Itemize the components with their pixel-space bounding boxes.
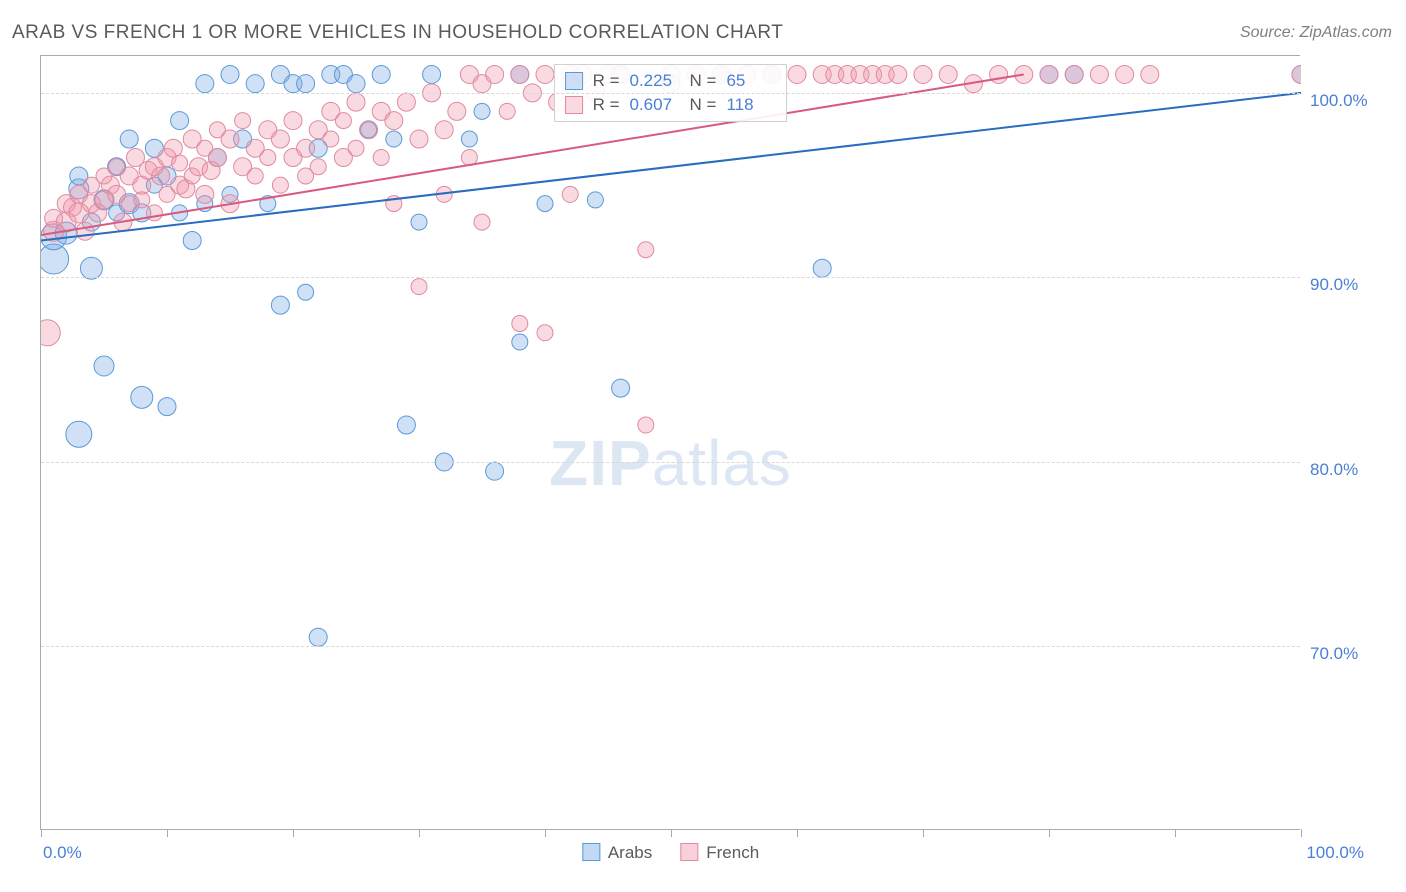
x-tick [41,829,42,837]
x-tick [293,829,294,837]
legend-item-french: French [680,843,759,863]
x-tick [545,829,546,837]
gridline [41,277,1300,278]
chart-svg [41,56,1301,831]
gridline [41,93,1300,94]
x-tick [797,829,798,837]
y-tick-label: 100.0% [1310,91,1370,111]
x-tick [671,829,672,837]
french-legend-swatch-icon [680,843,698,861]
x-tick [1049,829,1050,837]
x-axis-min-label: 0.0% [43,843,82,863]
x-tick [167,829,168,837]
y-tick-label: 70.0% [1310,644,1370,664]
source-attribution: Source: ZipAtlas.com [1240,24,1392,42]
chart-title: ARAB VS FRENCH 1 OR MORE VEHICLES IN HOU… [12,22,783,44]
plot-area: ZIPatlas R =0.225 N =65 R =0.607 N =118 … [40,55,1300,830]
gridline [41,462,1300,463]
x-axis-max-label: 100.0% [1306,843,1364,863]
stats-row-arabs: R =0.225 N =65 [565,69,777,93]
stats-row-french: R =0.607 N =118 [565,93,777,117]
x-tick [1301,829,1302,837]
x-tick [419,829,420,837]
y-axis-label: 1 or more Vehicles in Household [0,85,2,330]
arabs-legend-swatch-icon [582,843,600,861]
arabs-swatch-icon [565,72,583,90]
x-tick [923,829,924,837]
x-tick [1175,829,1176,837]
y-tick-label: 90.0% [1310,275,1370,295]
gridline [41,646,1300,647]
legend-item-arabs: Arabs [582,843,652,863]
french-swatch-icon [565,96,583,114]
y-tick-label: 80.0% [1310,460,1370,480]
legend-bottom: Arabs French [582,843,759,863]
